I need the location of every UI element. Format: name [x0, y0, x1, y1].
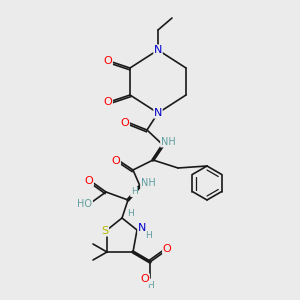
Text: H: H	[130, 188, 137, 196]
Text: O: O	[103, 97, 112, 107]
Text: HO: HO	[77, 199, 92, 209]
Text: NH: NH	[160, 137, 175, 147]
Text: N: N	[138, 223, 146, 233]
Text: O: O	[112, 156, 120, 166]
Text: N: N	[154, 108, 162, 118]
Text: H: H	[146, 230, 152, 239]
Text: H: H	[127, 209, 134, 218]
Text: NH: NH	[141, 178, 155, 188]
Text: O: O	[141, 274, 149, 284]
Text: S: S	[101, 226, 109, 236]
Text: O: O	[163, 244, 171, 254]
Text: H: H	[147, 281, 153, 290]
Text: O: O	[103, 56, 112, 66]
Text: N: N	[154, 45, 162, 55]
Text: O: O	[85, 176, 93, 186]
Text: O: O	[121, 118, 129, 128]
